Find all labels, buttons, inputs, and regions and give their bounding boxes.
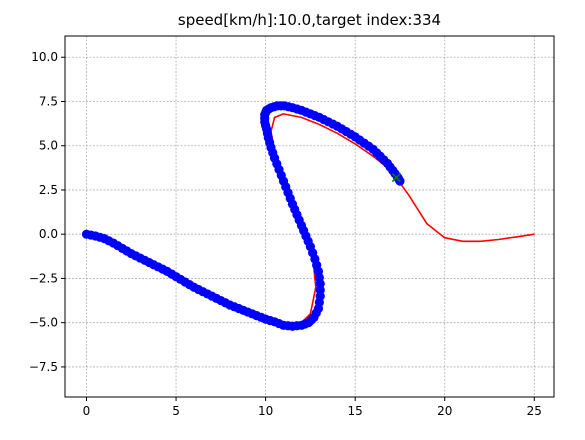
y-tick-label: 5.0: [39, 139, 58, 153]
y-tick-label: −2.5: [29, 271, 58, 285]
x-tick-label: 10: [258, 404, 273, 418]
x-tick-label: 5: [172, 404, 180, 418]
y-tick-label: −7.5: [29, 360, 58, 374]
x-tick-label: 25: [527, 404, 542, 418]
y-tick-label: 2.5: [39, 183, 58, 197]
x-tick-label: 0: [83, 404, 91, 418]
y-tick-label: 0.0: [39, 227, 58, 241]
chart-title: speed[km/h]:10.0,target index:334: [178, 11, 441, 29]
y-tick-label: 7.5: [39, 94, 58, 108]
grid-lines: [65, 36, 554, 397]
reference-path-line: [86, 113, 535, 324]
target-marker: [391, 173, 401, 183]
y-tick-label: −5.0: [29, 316, 58, 330]
y-tick-label: 10.0: [31, 50, 58, 64]
plot-series: [81, 101, 535, 331]
axes-frame: [64, 35, 555, 398]
axis-ticks: 0 5 10 15 20 25 −7.5 −5.0 −2.5 0.0 2.5 5.0 7.5 10.0: [29, 50, 542, 418]
x-tick-label: 20: [437, 404, 452, 418]
x-tick-label: 15: [348, 404, 363, 418]
trajectory-markers: [81, 101, 405, 331]
